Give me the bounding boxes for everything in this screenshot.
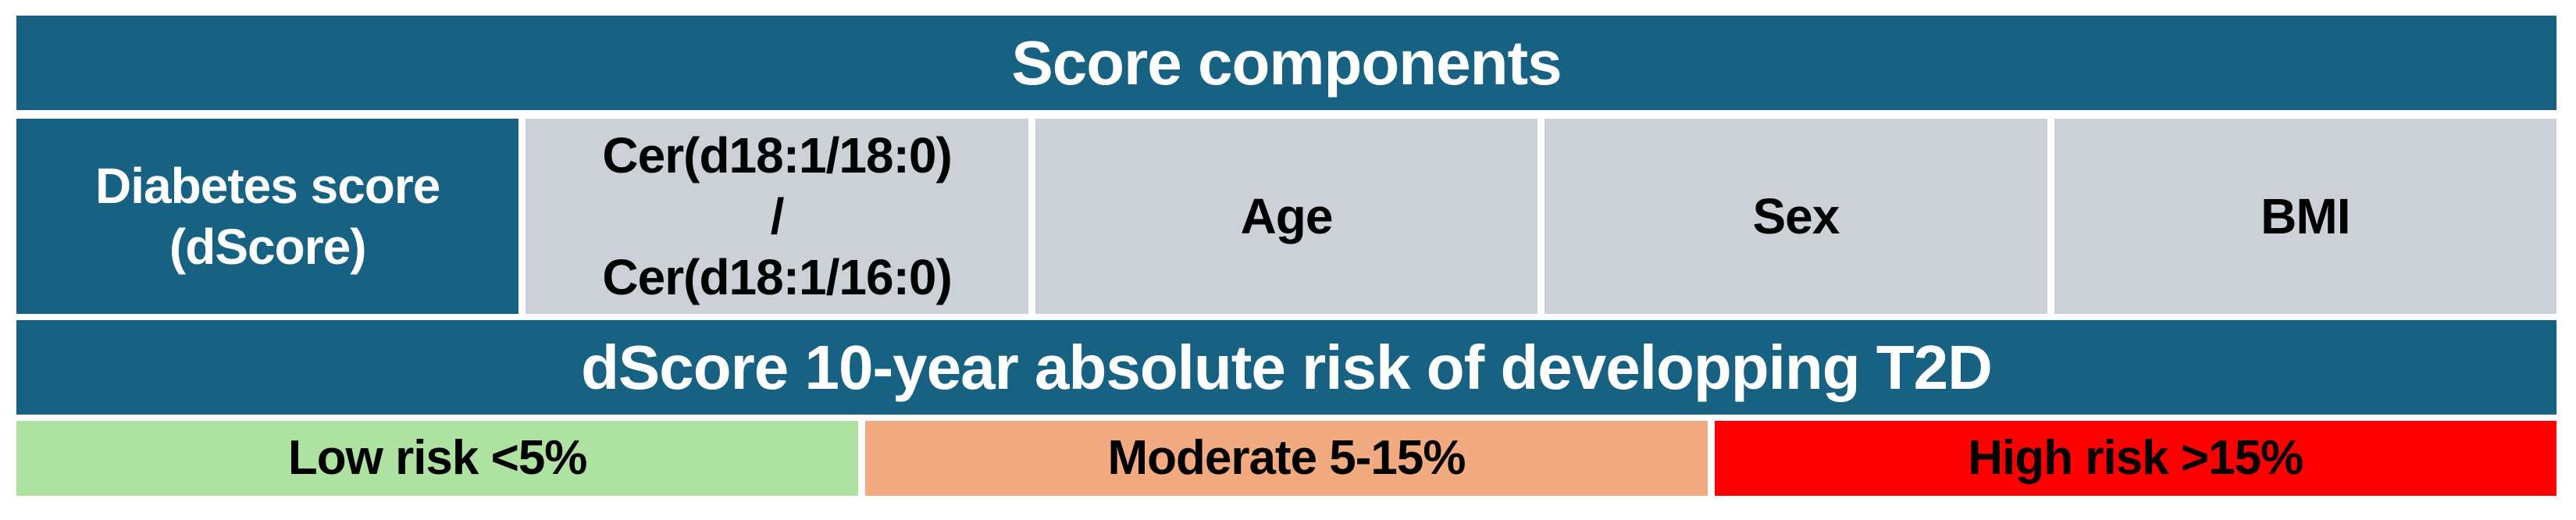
low-risk-label: Low risk <5% — [287, 431, 588, 485]
moderate-risk-cell: Moderate 5-15% — [865, 421, 1708, 496]
ceramide-denominator: Cer(d18:1/16:0) — [602, 249, 952, 305]
score-components-title: Score components — [1011, 27, 1562, 98]
low-risk-cell: Low risk <5% — [16, 421, 859, 496]
diabetes-score-line1: Diabetes score — [95, 158, 440, 214]
ceramide-numerator: Cer(d18:1/18:0) — [602, 127, 952, 183]
bmi-label: BMI — [2261, 188, 2350, 244]
sex-label: Sex — [1752, 188, 1840, 244]
age-label: Age — [1240, 188, 1334, 244]
bmi-cell: BMI — [2054, 119, 2557, 314]
ceramide-divider: / — [770, 188, 785, 244]
moderate-risk-label: Moderate 5-15% — [1107, 431, 1466, 485]
score-components-header: Score components — [16, 16, 2556, 110]
ceramide-ratio-cell: Cer(d18:1/18:0) / Cer(d18:1/16:0) — [526, 119, 1028, 314]
diabetes-score-line2: (dScore) — [169, 219, 367, 275]
score-table: Score components Diabetes score (dScore)… — [16, 16, 2557, 496]
high-risk-label: High risk >15% — [1968, 431, 2303, 485]
age-cell: Age — [1035, 119, 1538, 314]
high-risk-cell: High risk >15% — [1714, 421, 2556, 496]
risk-header-title: dScore 10-year absolute risk of developp… — [581, 332, 1993, 402]
diabetes-score-cell: Diabetes score (dScore) — [16, 119, 519, 314]
risk-levels-row: Low risk <5% Moderate 5-15% High risk >1… — [16, 421, 2556, 496]
risk-header: dScore 10-year absolute risk of developp… — [16, 320, 2556, 415]
sex-cell: Sex — [1545, 119, 2047, 314]
components-row: Diabetes score (dScore) Cer(d18:1/18:0) … — [16, 119, 2557, 314]
